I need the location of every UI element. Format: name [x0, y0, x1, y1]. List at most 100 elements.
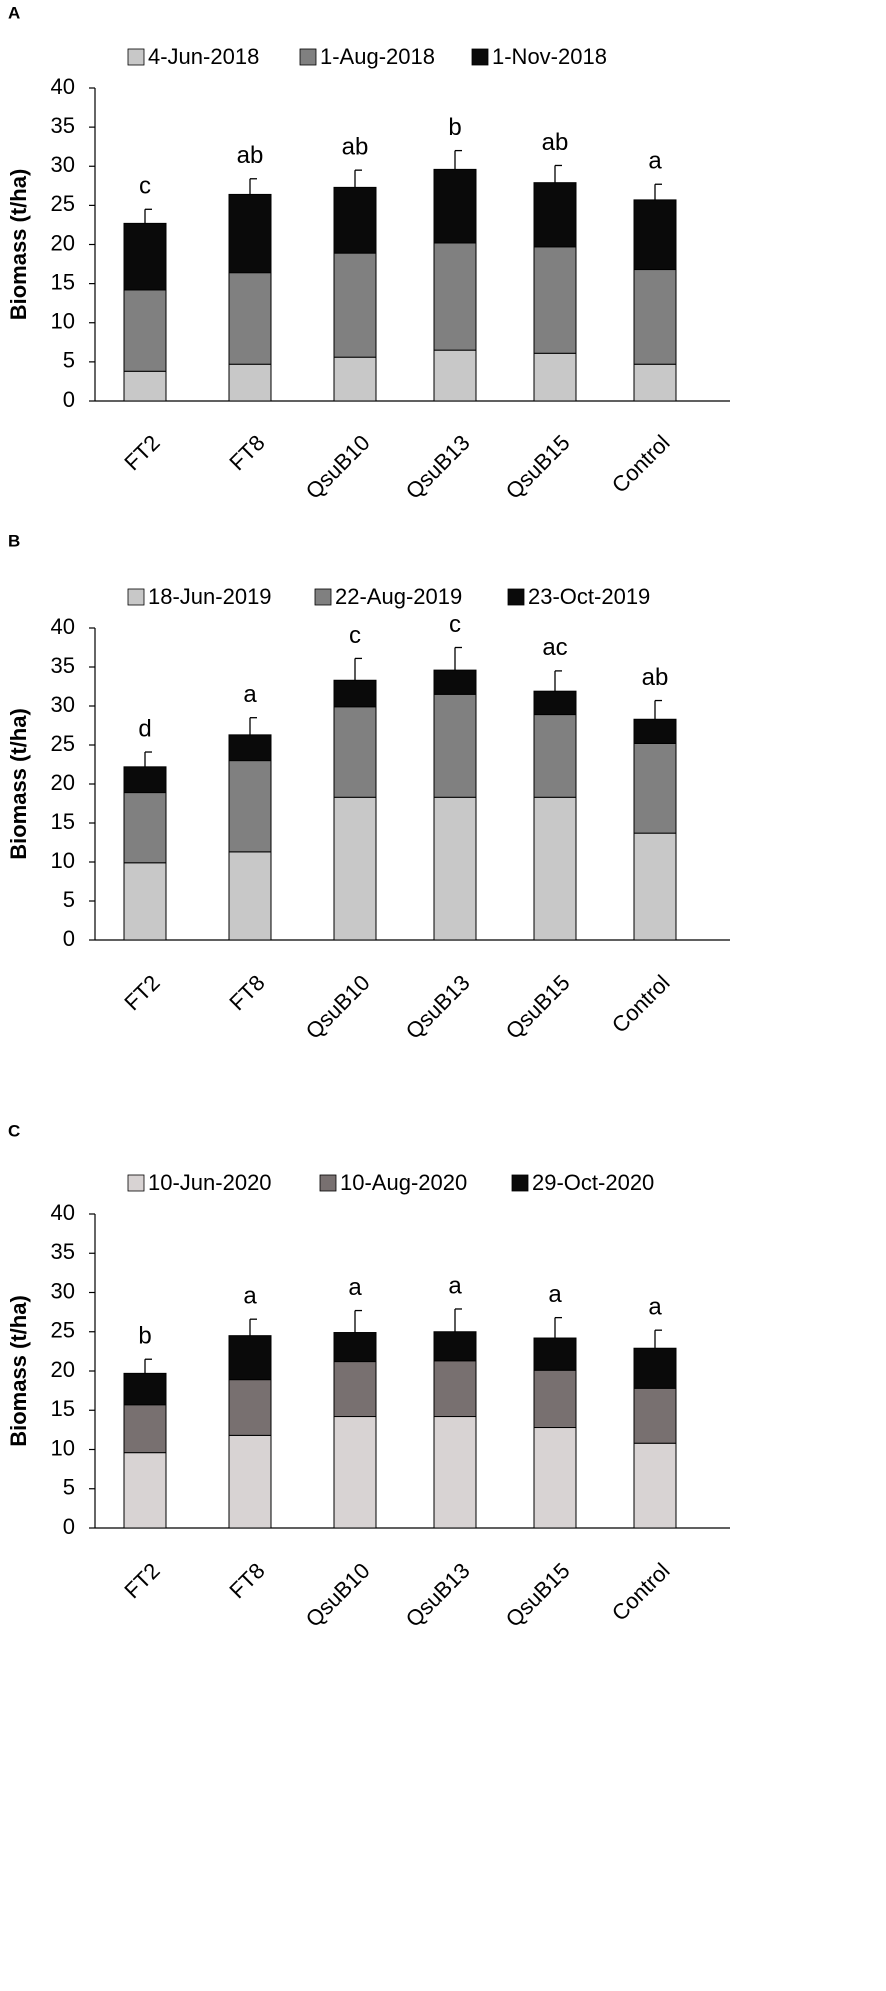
y-tick-label: 0	[63, 387, 75, 412]
significance-FT8: a	[243, 1283, 257, 1310]
bar-segment-FT8-1	[228, 363, 272, 402]
bar-segment-FT2-3	[123, 766, 167, 794]
y-tick-label: 30	[51, 692, 75, 717]
bar-segment-QsuB10-1	[333, 356, 377, 402]
panel-label: B	[8, 531, 20, 550]
legend-swatch-3	[507, 588, 525, 606]
category-label-FT2: FT2	[119, 430, 164, 475]
category-label-Control: Control	[607, 430, 675, 498]
bar-segment-Control-1	[633, 1442, 677, 1529]
category-label-FT8: FT8	[224, 430, 269, 475]
bar-segment-FT2-2	[123, 1404, 167, 1454]
y-tick-label: 35	[51, 1239, 75, 1264]
significance-QsuB10: a	[348, 1274, 362, 1301]
bar-segment-FT2-3	[123, 222, 167, 291]
bar-segment-QsuB13-2	[433, 693, 477, 798]
bar-segment-QsuB10-2	[333, 252, 377, 358]
bar-segment-QsuB15-2	[533, 246, 577, 354]
bar-segment-QsuB13-1	[433, 1416, 477, 1529]
bar-segment-QsuB10-2	[333, 1361, 377, 1418]
category-label-Control: Control	[607, 1558, 675, 1626]
panel-c: C 10-Jun-2020 10-Aug-2020 29-Oct-2020 0 5 10 15…	[0, 1110, 886, 1986]
panel-a: A 4-Jun-2018 1-Aug-2018 1-Nov-2018 0 5 10 15 20 2…	[0, 0, 886, 640]
bar-segment-FT2-1	[123, 862, 167, 941]
legend-swatch-1	[127, 1174, 145, 1192]
bar-segment-FT8-2	[228, 272, 272, 365]
legend-label-2: 22-Aug-2019	[335, 584, 462, 609]
y-tick-label: 5	[63, 887, 75, 912]
legend-label-2: 1-Aug-2018	[320, 44, 435, 69]
category-label-FT8: FT8	[224, 1558, 269, 1603]
y-tick-label: 20	[51, 1357, 75, 1382]
y-tick-label: 10	[51, 1435, 75, 1460]
significance-FT2: c	[139, 173, 151, 200]
category-label-QsuB13: QsuB13	[401, 970, 475, 1044]
y-axis-title: Biomass (t/ha)	[6, 169, 31, 321]
y-tick-label: 40	[51, 1200, 75, 1225]
bar-segment-QsuB15-1	[533, 796, 577, 941]
bar-segment-QsuB15-3	[533, 690, 577, 716]
bar-segment-FT8-3	[228, 193, 272, 274]
bar-segment-FT2-2	[123, 792, 167, 864]
bar-segment-FT8-3	[228, 1335, 272, 1381]
bar-segment-QsuB15-1	[533, 352, 577, 402]
bar-segment-FT2-2	[123, 289, 167, 372]
bar-segment-QsuB13-1	[433, 349, 477, 402]
legend-label-1: 4-Jun-2018	[148, 44, 259, 69]
bar-segment-QsuB13-3	[433, 168, 477, 244]
significance-QsuB13: a	[448, 1272, 462, 1299]
bar-segment-FT8-3	[228, 734, 272, 762]
y-tick-label: 15	[51, 809, 75, 834]
y-axis-title: Biomass (t/ha)	[6, 708, 31, 860]
significance-Control: a	[648, 148, 662, 175]
category-label-FT8: FT8	[224, 970, 269, 1015]
y-tick-label: 0	[63, 926, 75, 951]
bar-segment-FT2-3	[123, 1372, 167, 1406]
y-tick-label: 5	[63, 348, 75, 373]
bar-segment-QsuB15-1	[533, 1427, 577, 1529]
significance-FT8: ab	[237, 142, 264, 169]
bar-segment-QsuB10-2	[333, 706, 377, 798]
y-tick-label: 20	[51, 770, 75, 795]
panel-label: A	[8, 3, 20, 22]
legend-swatch-3	[511, 1174, 529, 1192]
legend-swatch-2	[299, 48, 317, 66]
significance-QsuB13: b	[448, 114, 461, 141]
bar-segment-Control-2	[633, 1387, 677, 1444]
significance-QsuB15: a	[548, 1281, 562, 1308]
y-tick-label: 40	[51, 74, 75, 99]
legend-label-1: 10-Jun-2020	[148, 1170, 272, 1195]
category-label-FT2: FT2	[119, 1558, 164, 1603]
legend-label-3: 1-Nov-2018	[492, 44, 607, 69]
bar-segment-QsuB15-3	[533, 1337, 577, 1371]
y-tick-label: 10	[51, 309, 75, 334]
category-label-QsuB15: QsuB15	[501, 430, 575, 504]
category-label-QsuB13: QsuB13	[401, 1558, 475, 1632]
legend-swatch-2	[319, 1174, 337, 1192]
significance-FT2: b	[138, 1323, 151, 1350]
panel-label: C	[8, 1121, 20, 1140]
bar-segment-Control-1	[633, 832, 677, 941]
significance-Control: a	[648, 1294, 662, 1321]
y-axis-title: Biomass (t/ha)	[6, 1295, 31, 1447]
legend-swatch-2	[314, 588, 332, 606]
bar-segment-FT8-1	[228, 1434, 272, 1529]
significance-Control: ab	[642, 664, 669, 691]
significance-QsuB13: c	[449, 611, 461, 638]
y-tick-label: 0	[63, 1514, 75, 1539]
bar-segment-Control-2	[633, 269, 677, 365]
bar-segment-FT8-2	[228, 760, 272, 853]
bar-segment-QsuB10-1	[333, 796, 377, 941]
bar-segment-Control-2	[633, 742, 677, 834]
y-tick-label: 25	[51, 731, 75, 756]
legend-swatch-1	[127, 588, 145, 606]
y-tick-label: 35	[51, 113, 75, 138]
significance-QsuB10: c	[349, 622, 361, 649]
bar-segment-QsuB10-3	[333, 186, 377, 254]
y-tick-label: 30	[51, 152, 75, 177]
bar-segment-Control-3	[633, 1347, 677, 1389]
legend-label-3: 29-Oct-2020	[532, 1170, 654, 1195]
y-tick-label: 40	[51, 614, 75, 639]
bar-segment-FT2-1	[123, 1452, 167, 1529]
